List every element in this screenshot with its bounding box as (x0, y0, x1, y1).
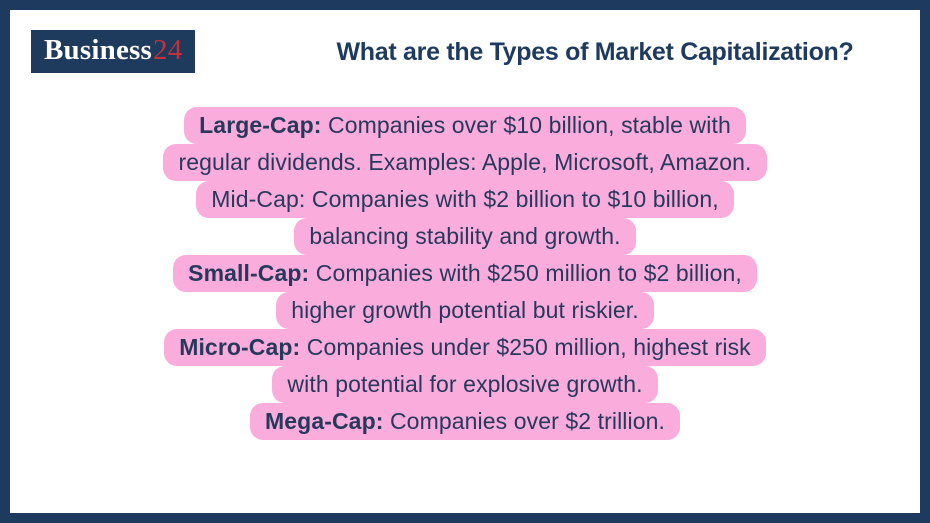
highlight: Large-Cap: Companies over $10 billion, s… (184, 107, 746, 144)
text-line-mega-cap: Mega-Cap: Companies over $2 trillion. (10, 403, 920, 440)
line-text: Companies under $250 million, highest ri… (300, 334, 751, 360)
highlight: regular dividends. Examples: Apple, Micr… (163, 144, 767, 181)
line-text: regular dividends. Examples: Apple, Micr… (178, 149, 752, 175)
text-line-mid-cap-1: Mid-Cap: Companies with $2 billion to $1… (10, 181, 920, 218)
line-text: balancing stability and growth. (309, 223, 621, 249)
highlight: Mega-Cap: Companies over $2 trillion. (250, 403, 680, 440)
line-text: Companies over $2 trillion. (383, 408, 665, 434)
highlight: balancing stability and growth. (294, 218, 636, 255)
text-line-micro-cap-2: with potential for explosive growth. (10, 366, 920, 403)
highlight: Micro-Cap: Companies under $250 million,… (164, 329, 766, 366)
highlight: Mid-Cap: Companies with $2 billion to $1… (196, 181, 734, 218)
line-text: higher growth potential but riskier. (291, 297, 639, 323)
highlight: with potential for explosive growth. (272, 366, 658, 403)
brand-number: 24 (153, 34, 183, 66)
line-text: Mid-Cap: Companies with $2 billion to $1… (211, 186, 719, 212)
line-text: Companies with $250 million to $2 billio… (309, 260, 742, 286)
brand-name: Business (44, 34, 152, 66)
page-title: What are the Types of Market Capitalizat… (336, 38, 854, 66)
text-line-large-cap-2: regular dividends. Examples: Apple, Micr… (10, 144, 920, 181)
highlight: Small-Cap: Companies with $250 million t… (173, 255, 757, 292)
highlight: higher growth potential but riskier. (276, 292, 654, 329)
term-label: Micro-Cap: (179, 334, 301, 360)
brand-logo: Business24 (31, 30, 196, 73)
definitions-list: Large-Cap: Companies over $10 billion, s… (10, 107, 920, 440)
text-line-micro-cap-1: Micro-Cap: Companies under $250 million,… (10, 329, 920, 366)
text-line-mid-cap-2: balancing stability and growth. (10, 218, 920, 255)
text-line-small-cap-1: Small-Cap: Companies with $250 million t… (10, 255, 920, 292)
term-label: Mega-Cap: (265, 408, 384, 434)
line-text: with potential for explosive growth. (287, 371, 643, 397)
line-text: Companies over $10 billion, stable with (321, 112, 731, 138)
text-line-large-cap-1: Large-Cap: Companies over $10 billion, s… (10, 107, 920, 144)
text-line-small-cap-2: higher growth potential but riskier. (10, 292, 920, 329)
term-label: Small-Cap: (188, 260, 310, 286)
term-label: Large-Cap: (199, 112, 322, 138)
